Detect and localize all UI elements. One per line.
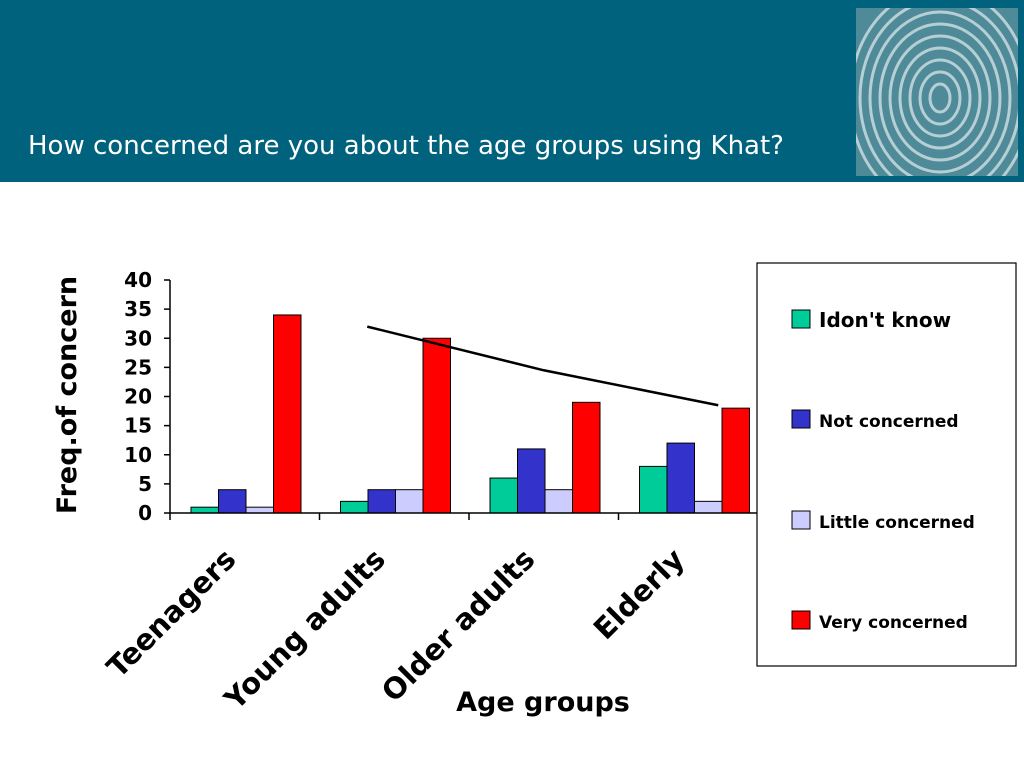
bar-1-0 xyxy=(218,489,247,514)
slide-title: How concerned are you about the age grou… xyxy=(28,131,784,161)
legend: Idon't know Not concerned Little concerned… xyxy=(756,262,1017,667)
fingerprint-image xyxy=(856,8,1018,176)
bar-3-1 xyxy=(422,337,451,514)
legend-label-3: Very concerned xyxy=(819,613,968,633)
y-tick-label: 25 xyxy=(124,355,152,379)
bar-1-3 xyxy=(666,442,695,514)
bar-1-2 xyxy=(517,448,546,514)
slide-header: How concerned are you about the age grou… xyxy=(0,0,1024,182)
legend-swatch-0 xyxy=(791,309,811,329)
x-category-label: Teenagers xyxy=(100,542,242,684)
y-axis-title: Freq.of concern xyxy=(52,276,83,514)
legend-label-1: Not concerned xyxy=(819,412,959,432)
y-tick-label: 15 xyxy=(124,414,152,438)
bar-0-3 xyxy=(639,465,668,514)
x-category-label: Older adults xyxy=(375,542,542,709)
x-category-label: Elderly xyxy=(587,542,691,646)
legend-swatch-2 xyxy=(791,510,811,530)
bar-2-2 xyxy=(544,489,573,514)
legend-swatch-1 xyxy=(791,409,811,429)
bar-0-2 xyxy=(489,477,518,514)
bar-3-0 xyxy=(273,314,302,514)
y-tick-label: 35 xyxy=(124,297,152,321)
legend-box xyxy=(756,262,1017,667)
bar-2-0 xyxy=(245,506,274,514)
legend-label-0: Idon't know xyxy=(819,308,951,332)
bar-1-1 xyxy=(367,489,396,514)
trend-line xyxy=(366,325,719,407)
x-category-label: Young adults xyxy=(217,542,392,717)
bar-2-3 xyxy=(694,500,723,514)
y-tick-label: 0 xyxy=(138,501,152,525)
x-axis-title: Age groups xyxy=(456,687,630,718)
bar-0-0 xyxy=(190,506,219,514)
legend-label-2: Little concerned xyxy=(819,513,975,533)
bar-0-1 xyxy=(340,500,369,514)
legend-swatch-3 xyxy=(791,610,811,630)
y-tick-label: 20 xyxy=(124,385,152,409)
y-tick-label: 10 xyxy=(124,443,152,467)
bar-3-2 xyxy=(572,401,601,514)
bar-2-1 xyxy=(395,489,424,514)
y-tick-label: 30 xyxy=(124,326,152,350)
y-tick-label: 5 xyxy=(138,472,152,496)
y-tick-label: 40 xyxy=(124,268,152,292)
bar-3-3 xyxy=(721,407,750,514)
